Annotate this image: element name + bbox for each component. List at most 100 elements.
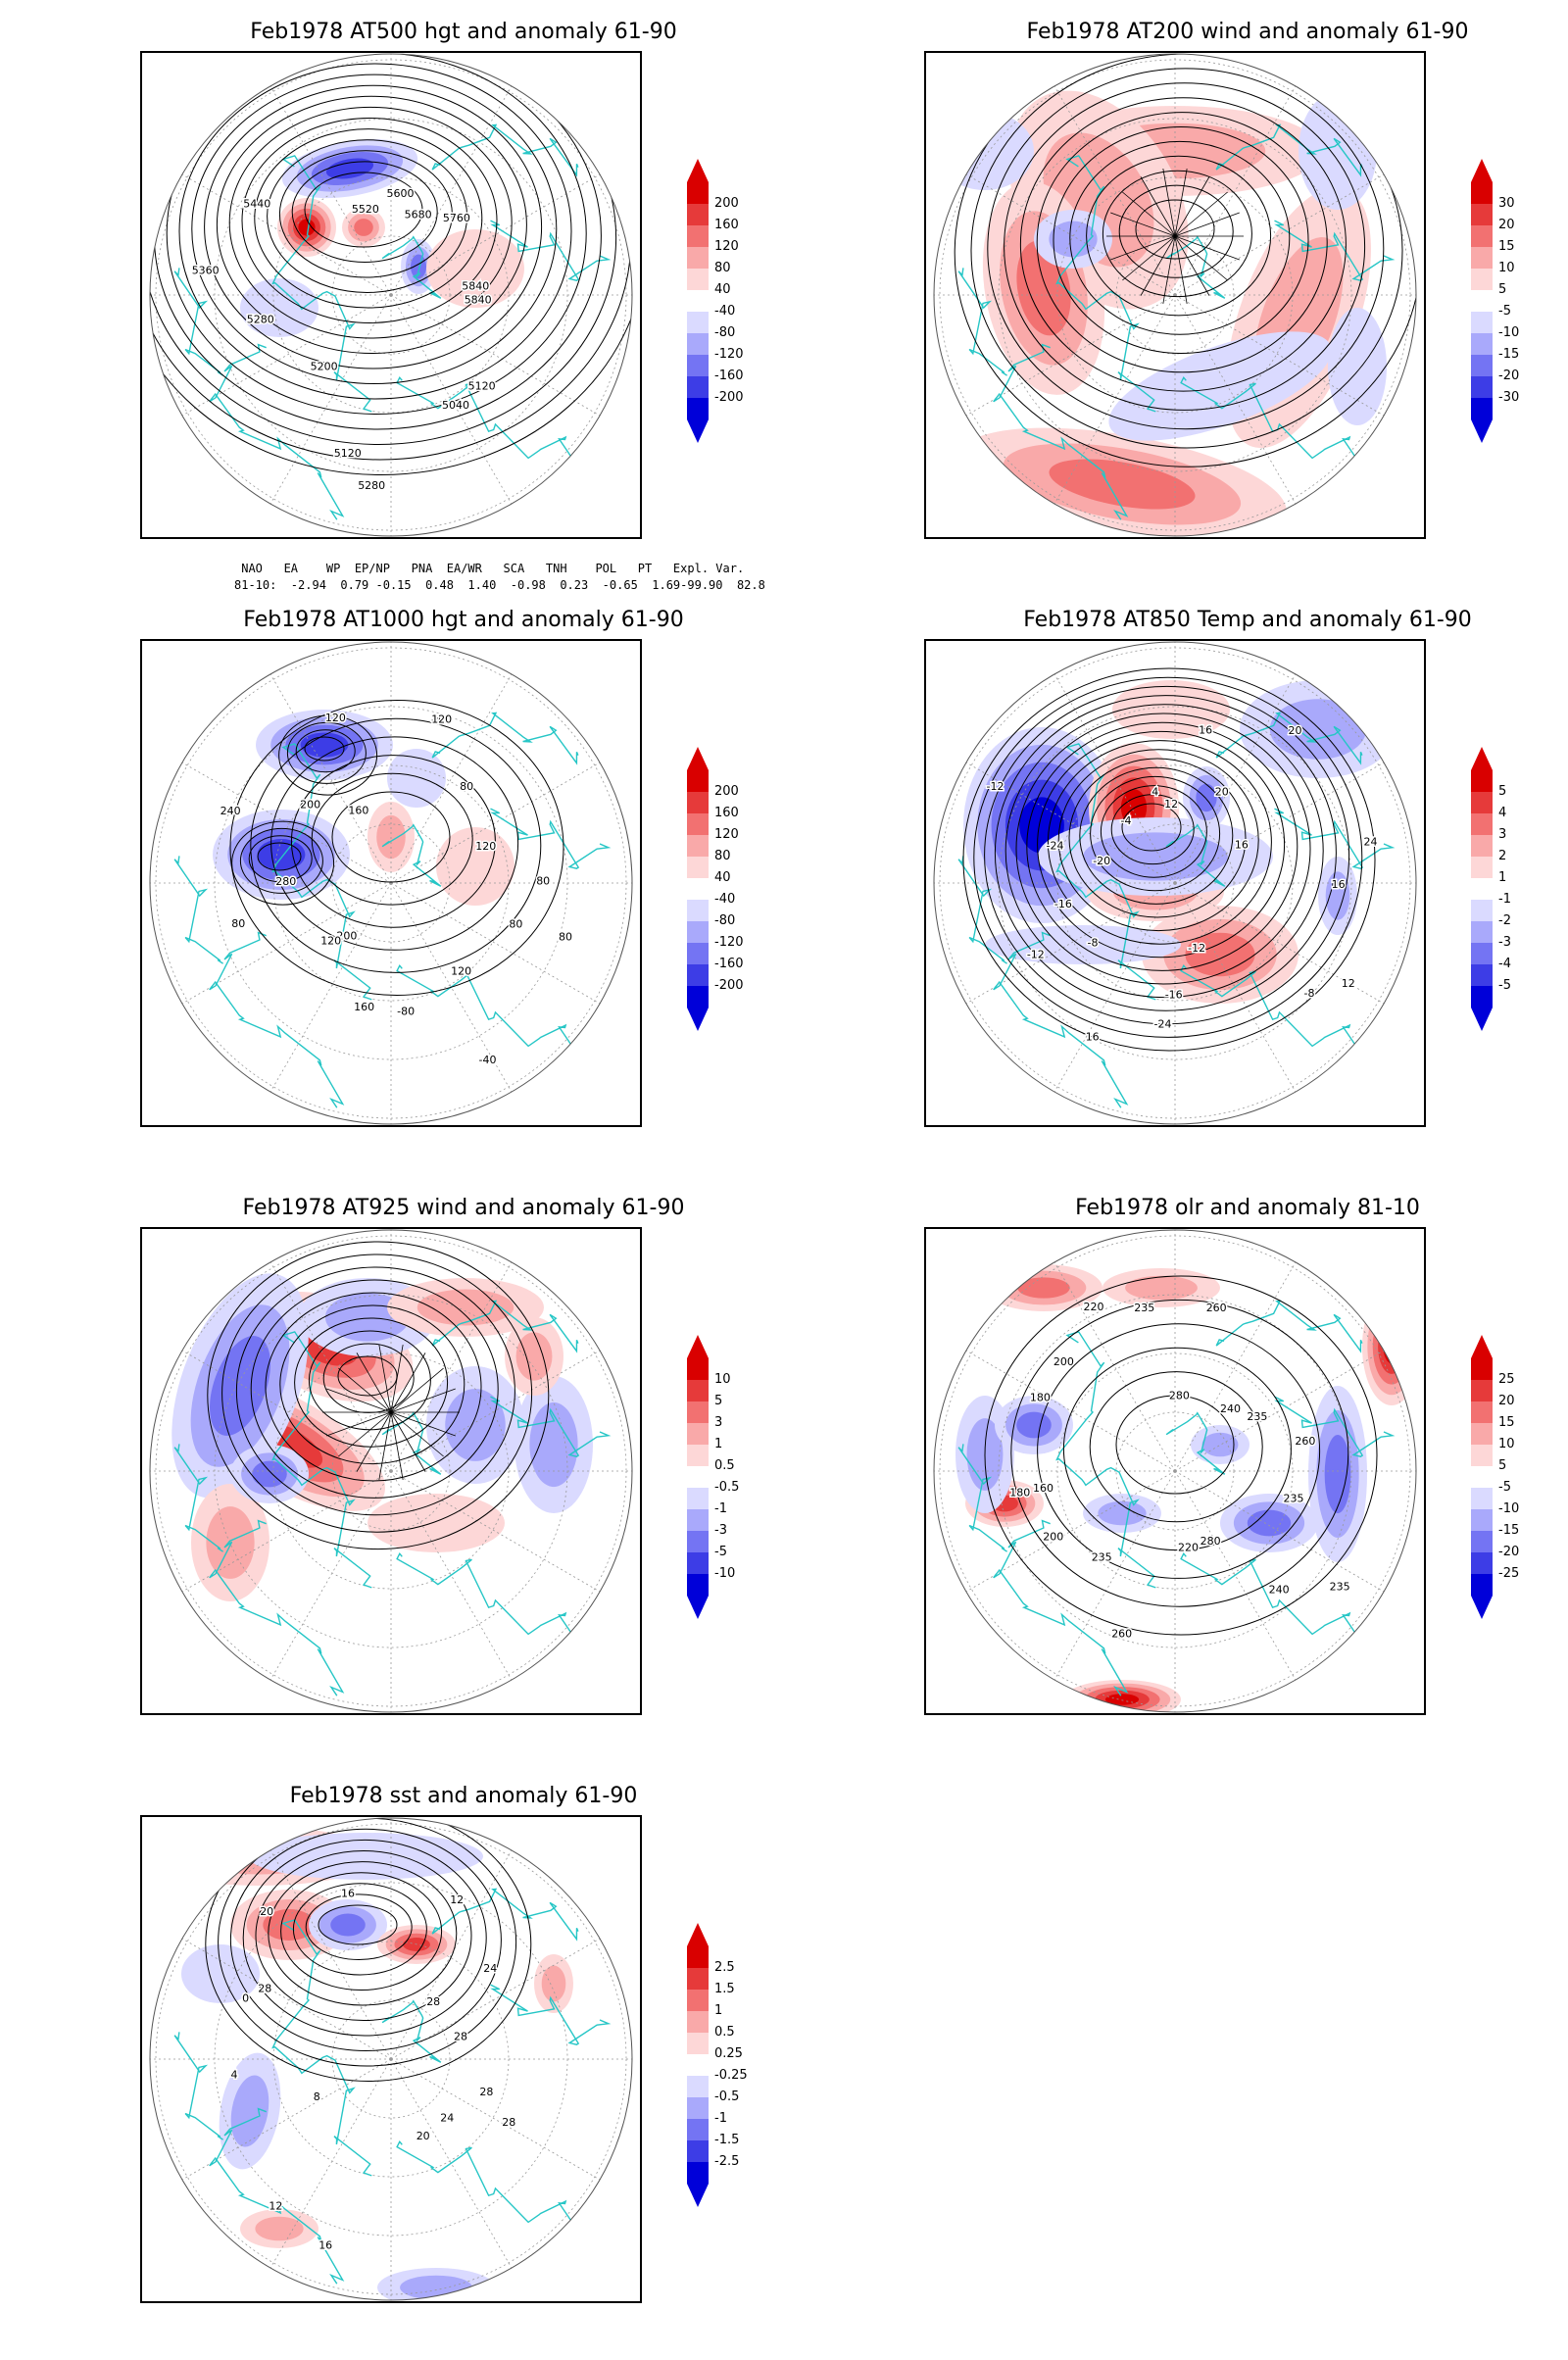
colorbar-swatch [687, 2162, 709, 2184]
contour-line [1037, 730, 1286, 959]
contour-label: 235 [1092, 1551, 1112, 1564]
colorbar-tick-label: 5 [1498, 282, 1507, 297]
coastline [396, 964, 594, 1070]
colorbar-tick-label: 0.5 [714, 2025, 735, 2040]
contour-label: 20 [416, 2130, 430, 2142]
meridian-line [181, 1938, 392, 2060]
colorbar-tick-label: 0.5 [714, 1458, 735, 1473]
meridian-line [1054, 882, 1176, 1093]
contour-label: 240 [220, 805, 241, 817]
colorbar-tick-label: -200 [714, 390, 744, 405]
contour-label: 12 [1164, 798, 1178, 811]
contour-label: 80 [536, 875, 550, 888]
contour-label: 0 [242, 1991, 249, 2004]
streamline [356, 1411, 392, 1472]
meridian-line [181, 173, 392, 296]
contour-label: 16 [1199, 723, 1212, 736]
contour-label: 120 [475, 840, 496, 853]
colorbar-svg [687, 747, 709, 1031]
coastline [271, 743, 372, 1001]
coastline [271, 1919, 372, 2177]
colorbar-swatch [687, 204, 709, 225]
contour-label: 240 [1269, 1584, 1290, 1597]
contour-line [250, 717, 542, 973]
negative-anomaly-shade [1201, 1432, 1239, 1457]
contour-line [1121, 803, 1182, 852]
colorbar: 200 160 120 80 40 -40 -80 -120 -160 -200 [685, 745, 803, 1033]
negative-anomaly-shade [1247, 1509, 1292, 1537]
contour-line [178, 63, 572, 400]
coastline [1180, 964, 1378, 1070]
contour-label: 180 [1009, 1487, 1030, 1500]
colorbar-tick-label: -160 [714, 957, 744, 971]
contour-label: 80 [460, 780, 473, 793]
colorbar-swatch [687, 247, 709, 269]
streamline [1110, 212, 1176, 237]
colorbar-arrow-bottom [1471, 1008, 1493, 1031]
colorbar-swatch [1471, 857, 1493, 878]
streamline [1174, 235, 1228, 281]
colorbar-svg [687, 159, 709, 443]
contour-line [1026, 721, 1298, 971]
contour-label: 12 [450, 1893, 464, 1906]
colorbar-swatch [1471, 1574, 1493, 1596]
colorbar-tick-label: -1 [1498, 892, 1511, 907]
colorbar-swatch [687, 1509, 709, 1531]
contour-label: 16 [1086, 1031, 1100, 1044]
contour-label: 4 [1152, 786, 1158, 799]
colorbar-tick-label: -20 [1498, 1545, 1520, 1559]
colorbar-swatch [687, 182, 709, 204]
colorbar-tick-label: 25 [1498, 1372, 1515, 1387]
contour-line [241, 118, 498, 323]
contour-line [278, 714, 378, 796]
streamline [1174, 235, 1188, 305]
coastline [993, 1519, 1129, 1696]
contour-label: -24 [1047, 840, 1064, 853]
streamline [378, 1344, 392, 1413]
contour-line [305, 1893, 413, 1960]
contour-label: 260 [1295, 1435, 1315, 1448]
colorbar-tick-label: 20 [1498, 1394, 1515, 1408]
streamline [1174, 176, 1210, 237]
contour-label: 5840 [465, 294, 492, 307]
contour-line [954, 54, 1416, 467]
positive-anomaly-shade [1017, 1277, 1070, 1299]
colorbar-swatch [687, 1358, 709, 1380]
contour-line [984, 685, 1350, 1025]
negative-anomaly-shade [300, 732, 349, 758]
panel-z1000: Feb1978 AT1000 hgt and anomaly 61-90 80 8… [140, 606, 885, 1184]
colorbar-swatch [687, 225, 709, 247]
colorbar-swatch [1471, 900, 1493, 921]
meridian-line [270, 673, 392, 884]
contour-label: -8 [1088, 937, 1099, 950]
meridian-line [270, 85, 392, 296]
streamline [1110, 235, 1176, 261]
colorbar-arrow-bottom [1471, 1596, 1493, 1619]
colorbar-swatch [687, 1946, 709, 1968]
coastline [1274, 220, 1396, 281]
contour-line [1102, 170, 1252, 298]
contour-line [295, 729, 356, 773]
map-frame: 16 12 -8 -12 -16 -24 16 -8 -12 -16 -20 -24 -12 -4 4 12 1… [924, 639, 1426, 1127]
contour-label: 200 [336, 929, 357, 942]
streamline [1174, 235, 1210, 296]
meridian-line [270, 2058, 392, 2269]
colorbar-swatch [687, 2033, 709, 2054]
contour-label: 80 [231, 917, 245, 930]
contour-label: 28 [426, 1995, 440, 2008]
contour-label: 80 [509, 918, 522, 931]
meridian-line [1174, 882, 1385, 1005]
coastline [1055, 155, 1156, 413]
colorbar-tick-label: 2.5 [714, 1960, 735, 1975]
streamline [390, 1411, 444, 1457]
colorbar-tick-label: -1.5 [714, 2133, 740, 2147]
colorbar-swatch [687, 2054, 709, 2076]
colorbar-swatch [1471, 835, 1493, 857]
colorbar-tick-label: -3 [1498, 935, 1511, 950]
streamline [390, 1388, 456, 1413]
coastline [490, 1396, 612, 1457]
coastline [1165, 235, 1226, 299]
coastline [1180, 1552, 1378, 1658]
